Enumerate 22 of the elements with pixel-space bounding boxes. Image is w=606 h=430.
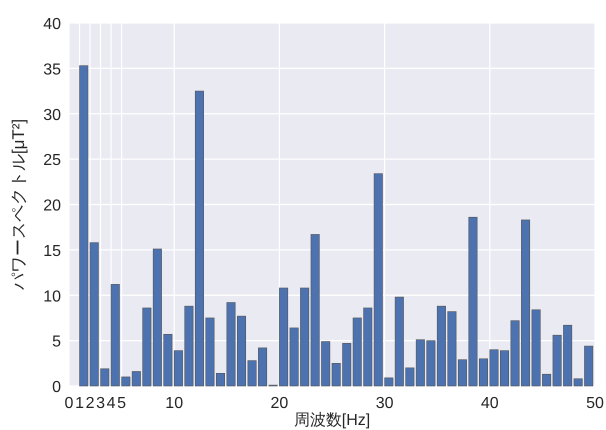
- x-tick-label: 4: [106, 395, 116, 412]
- x-tick-label: 0: [64, 395, 74, 412]
- x-tick-label: 1: [75, 395, 84, 412]
- x-tick-label: 5: [117, 395, 126, 412]
- y-tick-label: 25: [43, 152, 62, 170]
- x-tick-label: 40: [480, 395, 499, 412]
- y-tick-label: 15: [43, 242, 62, 260]
- x-tick-label: 30: [376, 395, 394, 412]
- y-tick-label: 20: [43, 198, 62, 214]
- x-tick-label: 20: [270, 395, 288, 412]
- x-tick-label: 2: [86, 395, 95, 412]
- y-tick-label: 40: [43, 16, 62, 33]
- y-axis-title: パワースペクトル[μT²]: [9, 118, 28, 292]
- y-tick-label: 35: [43, 61, 62, 78]
- y-tick-label: 10: [43, 288, 62, 306]
- y-tick-label: 5: [52, 334, 62, 351]
- y-tick-label: 0: [52, 379, 62, 396]
- x-tick-label: 3: [96, 395, 106, 412]
- x-axis-title: 周波数[Hz]: [294, 411, 370, 429]
- x-tick-label: 50: [586, 395, 604, 412]
- y-tick-label: 30: [43, 106, 62, 124]
- x-tick-label: 10: [165, 395, 184, 412]
